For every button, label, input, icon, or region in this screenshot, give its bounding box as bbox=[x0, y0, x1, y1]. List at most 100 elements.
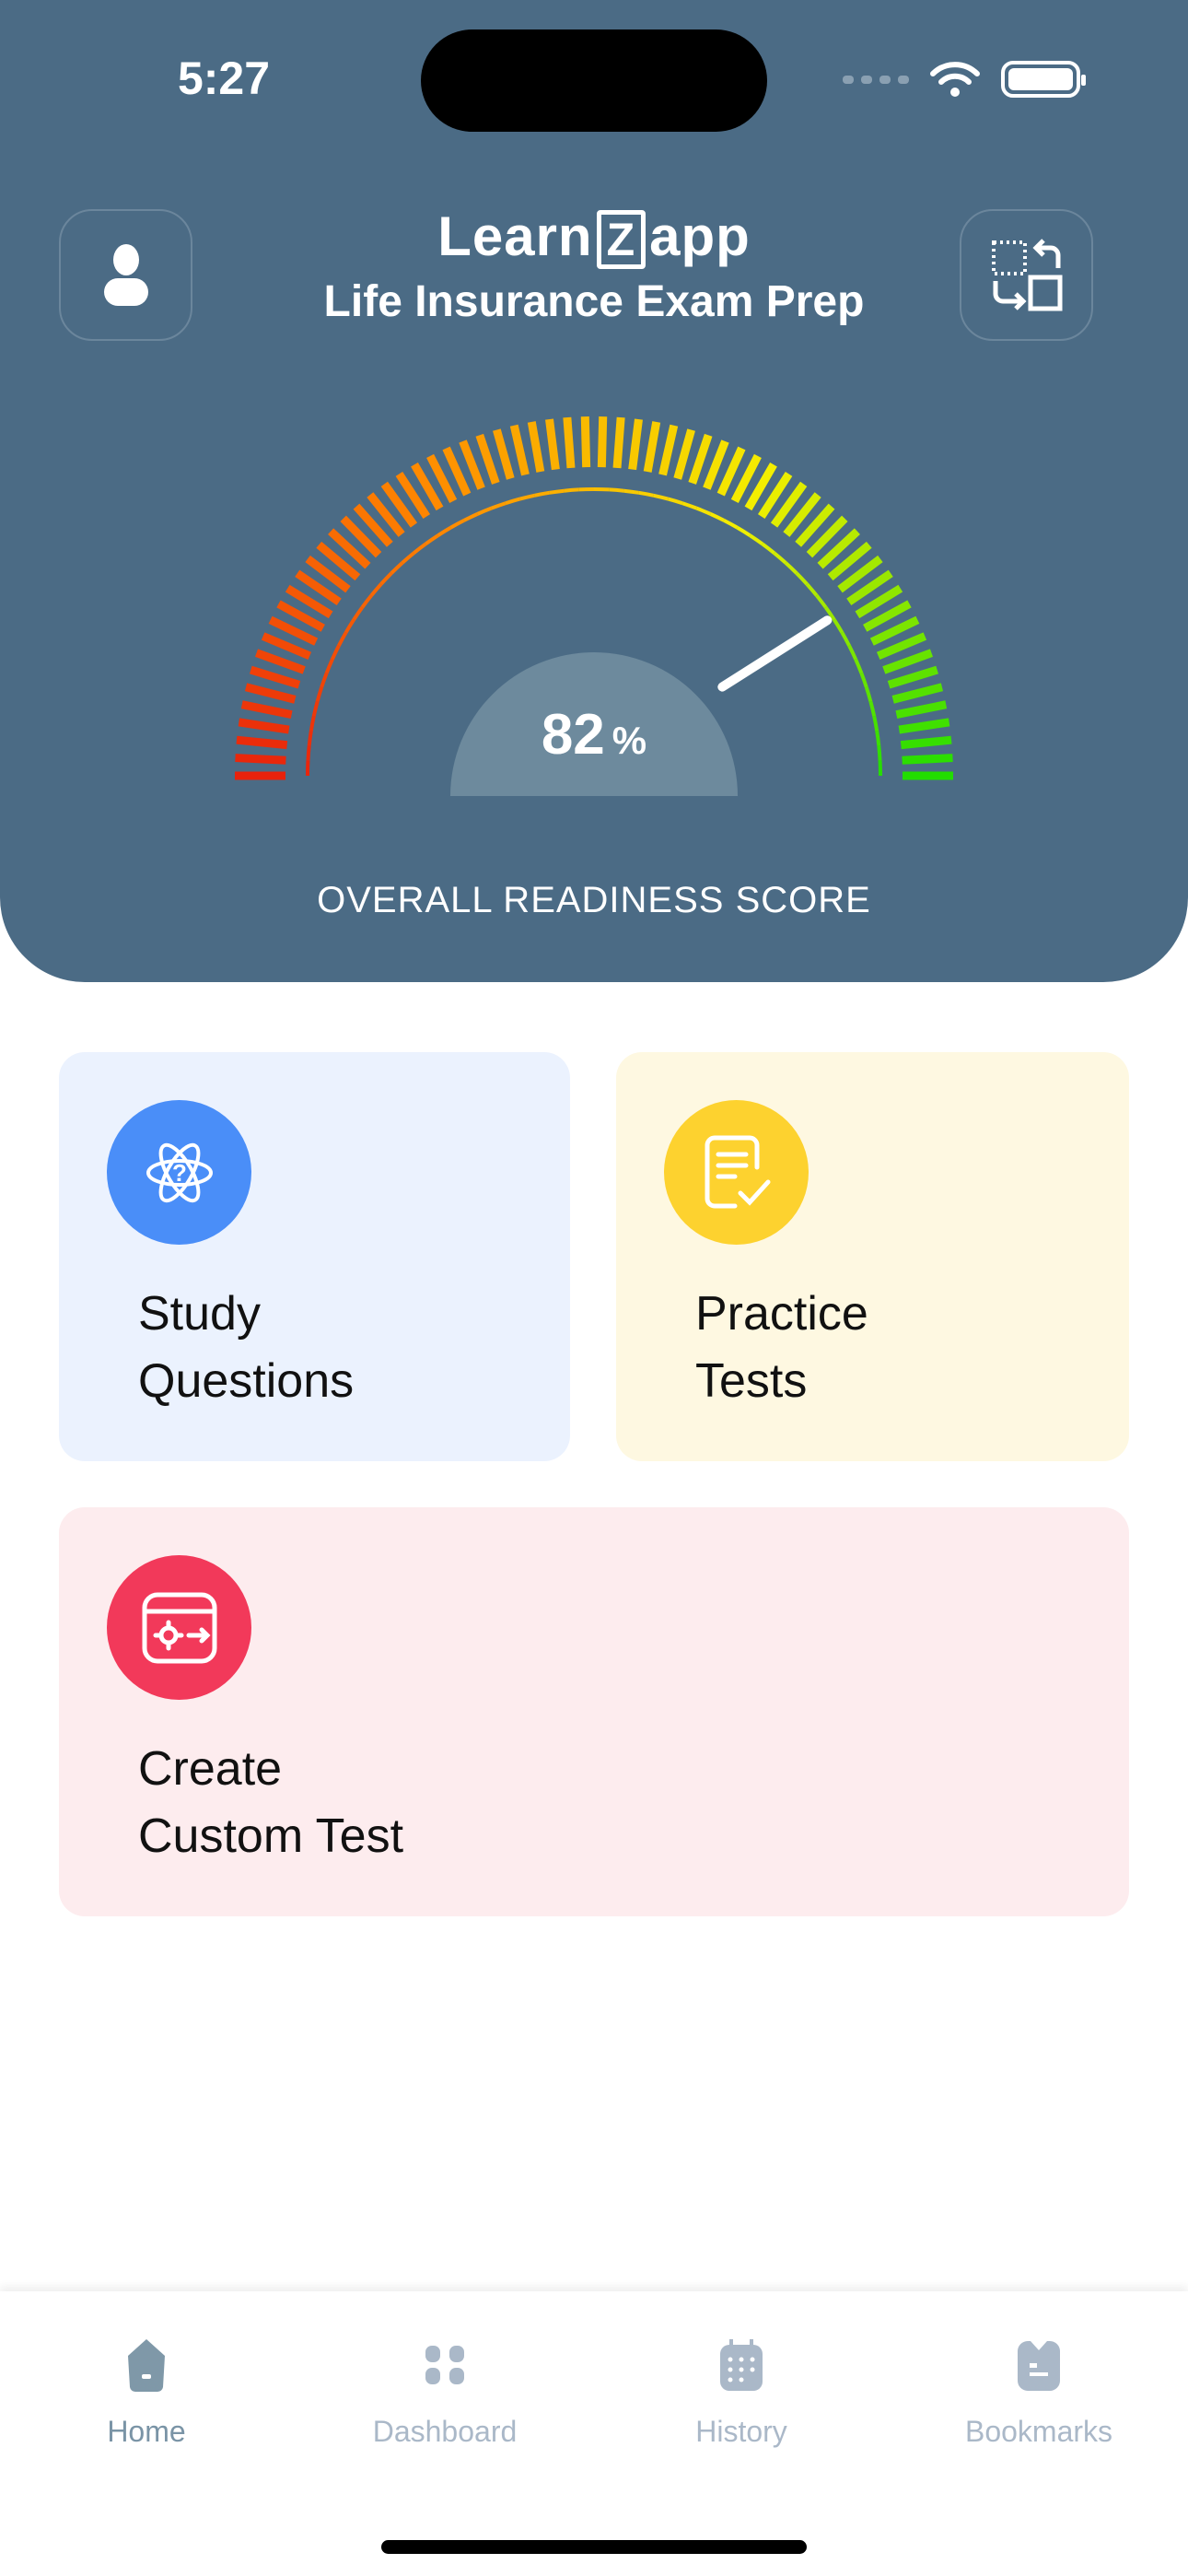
gauge-tick bbox=[244, 683, 297, 704]
gauge-tick bbox=[817, 528, 860, 569]
gauge-tick bbox=[688, 433, 713, 485]
gauge-arc-segment bbox=[695, 506, 712, 516]
custom-settings-icon bbox=[107, 1555, 251, 1700]
gauge-tick bbox=[795, 503, 835, 547]
gauge-tick bbox=[757, 471, 793, 520]
gauge-tick bbox=[891, 683, 944, 704]
gauge-tick bbox=[612, 416, 625, 469]
gauge-arc-segment bbox=[564, 487, 579, 493]
practice-tests-card[interactable]: Practice Tests bbox=[616, 1052, 1129, 1461]
switch-exam-button[interactable] bbox=[960, 209, 1093, 341]
signal-icon bbox=[843, 75, 909, 84]
gauge-arc-segment bbox=[311, 700, 320, 717]
gauge-arc-segment bbox=[638, 490, 655, 498]
atom-question-icon: ? bbox=[107, 1100, 251, 1245]
gauge-tick bbox=[900, 735, 952, 750]
gauge-tick bbox=[580, 416, 591, 468]
gauge-tick bbox=[527, 421, 545, 473]
tab-bar: Home Dashboard History Bookmarks bbox=[0, 2291, 1188, 2576]
gauge-arc-segment bbox=[307, 731, 313, 746]
gauge-tick bbox=[902, 754, 953, 765]
gauge-arc-segment bbox=[795, 571, 809, 586]
gauge-arc-segment bbox=[309, 715, 316, 732]
create-custom-test-card[interactable]: Create Custom Test bbox=[59, 1507, 1129, 1916]
gauge-tick bbox=[730, 453, 762, 503]
tab-history[interactable]: History bbox=[603, 2328, 879, 2449]
gauge-tick bbox=[716, 446, 746, 497]
study-questions-card[interactable]: ? Study Questions bbox=[59, 1052, 570, 1461]
gauge-arc-segment bbox=[344, 618, 355, 634]
gauge-tick bbox=[869, 615, 920, 646]
bookmark-icon bbox=[1018, 2341, 1060, 2391]
gauge-tick bbox=[238, 718, 290, 734]
gauge-tick bbox=[442, 446, 472, 497]
gauge-arc-segment bbox=[868, 700, 877, 717]
gauge-arc-segment bbox=[823, 606, 836, 621]
gauge-tick bbox=[395, 471, 431, 520]
checklist-document-icon bbox=[664, 1100, 809, 1245]
gauge-tick bbox=[837, 555, 883, 593]
gauge-arc-segment bbox=[761, 542, 775, 555]
readiness-score: 82% bbox=[541, 703, 647, 767]
status-time: 5:27 bbox=[177, 53, 271, 104]
gauge-tick bbox=[703, 439, 729, 490]
dynamic-island bbox=[421, 29, 767, 132]
readiness-gauge bbox=[235, 416, 953, 796]
dashboard-icon bbox=[425, 2346, 464, 2384]
card-label: Practice Tests bbox=[695, 1287, 868, 1408]
gauge-tick bbox=[855, 584, 903, 619]
gauge-arc-segment bbox=[723, 519, 739, 530]
gauge-arc-segment bbox=[360, 594, 373, 609]
gauge-tick bbox=[895, 700, 948, 720]
gauge-needle bbox=[717, 615, 833, 692]
gauge-arc-segment bbox=[549, 488, 565, 495]
card-label: Create Custom Test bbox=[138, 1742, 404, 1863]
gauge-tick bbox=[744, 463, 777, 511]
gauge-arc-segment bbox=[449, 519, 465, 530]
gauge-arc-segment bbox=[749, 533, 763, 546]
battery-icon bbox=[1001, 61, 1086, 98]
gauge-tick bbox=[876, 632, 927, 661]
gauge-arc-segment bbox=[864, 686, 873, 703]
exam-title: Life Insurance Exam Prep bbox=[323, 277, 865, 326]
gauge-arc-segment bbox=[815, 594, 828, 609]
gauge-arc-segment bbox=[390, 561, 404, 575]
gauge-tick bbox=[673, 428, 695, 480]
gauge-arc-segment bbox=[533, 490, 550, 498]
gauge-arc-segment bbox=[872, 715, 879, 732]
gauge-arc-segment bbox=[784, 561, 798, 575]
gauge-tick bbox=[563, 416, 576, 469]
tab-bookmarks[interactable]: Bookmarks bbox=[901, 2328, 1177, 2449]
gauge-tick bbox=[305, 555, 351, 593]
gauge-tick bbox=[254, 649, 306, 674]
gauge-tick bbox=[493, 428, 515, 480]
gauge-arc-segment bbox=[653, 493, 670, 501]
gauge-tick bbox=[783, 492, 821, 537]
gauge-arc-segment bbox=[840, 631, 851, 647]
gauge-tick bbox=[887, 665, 938, 689]
gauge-arc-segment bbox=[315, 686, 324, 703]
gauge-arc-segment bbox=[413, 542, 427, 555]
svg-text:?: ? bbox=[172, 1159, 187, 1187]
gauge-hub bbox=[450, 652, 738, 796]
gauge-arc-segment bbox=[833, 618, 844, 634]
gauge-tick bbox=[459, 439, 485, 490]
tab-home[interactable]: Home bbox=[8, 2328, 285, 2449]
tab-dashboard[interactable]: Dashboard bbox=[307, 2328, 583, 2449]
gauge-tick bbox=[367, 492, 405, 537]
gauge-tick bbox=[863, 600, 912, 632]
gauge-tick bbox=[295, 569, 342, 606]
gauge-arc-segment bbox=[379, 571, 393, 586]
switch-exam-icon bbox=[991, 238, 1062, 310]
gauge-arc-segment bbox=[324, 658, 334, 674]
gauge-tick bbox=[380, 481, 418, 528]
gauge-tick bbox=[261, 632, 312, 661]
gauge-arc-segment bbox=[401, 551, 415, 565]
gauge-tick bbox=[235, 754, 286, 765]
profile-button[interactable] bbox=[59, 209, 192, 341]
gauge-arc-segment bbox=[437, 525, 452, 537]
gauge-tick bbox=[827, 541, 872, 581]
gauge-tick bbox=[643, 421, 661, 473]
gauge-tick bbox=[597, 416, 608, 468]
gauge-arc-segment bbox=[462, 512, 479, 522]
